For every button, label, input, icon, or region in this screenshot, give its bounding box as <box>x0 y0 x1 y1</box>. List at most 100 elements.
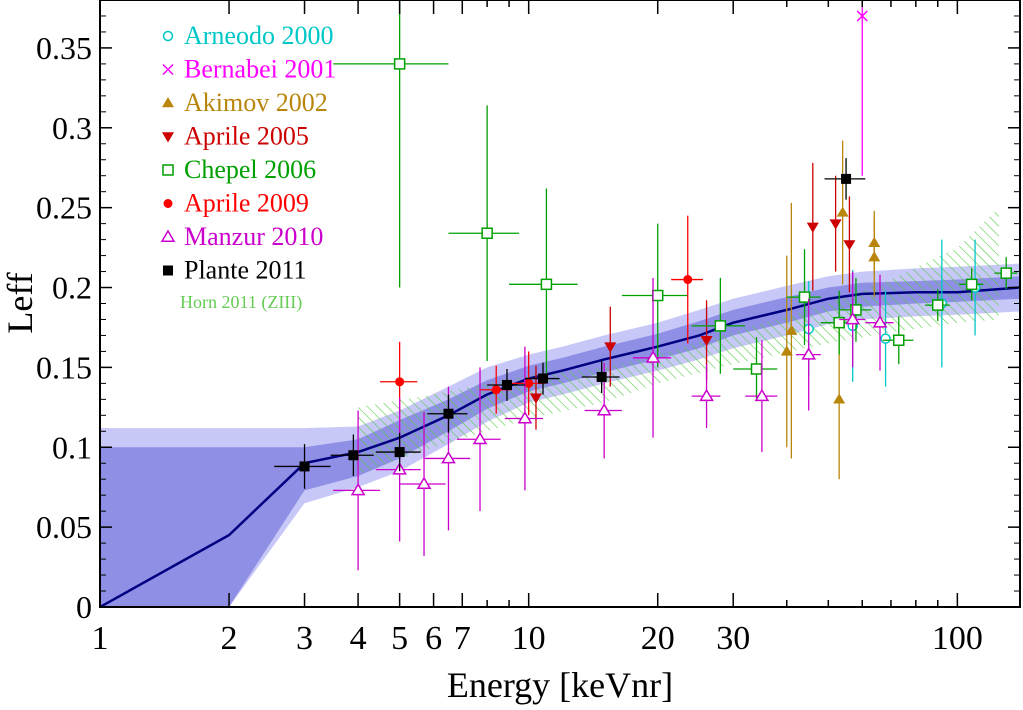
legend-label: Plante 2011 <box>184 256 307 285</box>
legend-label: Manzur 2010 <box>184 222 323 251</box>
data-point <box>348 450 359 461</box>
data-point <box>416 476 432 489</box>
data-point <box>829 219 842 230</box>
x-tick-label: 100 <box>932 620 983 657</box>
legend-item: Arneodo 2000 <box>162 21 333 50</box>
data-point <box>540 278 553 291</box>
data-point <box>880 333 891 344</box>
data-point <box>517 411 533 424</box>
legend-label: Bernabei 2001 <box>184 55 336 84</box>
x-tick-label: 2 <box>221 620 238 657</box>
data-point <box>491 385 501 395</box>
legend-item: Plante 2011 <box>163 256 307 285</box>
data-point <box>872 315 888 328</box>
legend-label: Akimov 2002 <box>184 88 328 117</box>
data-point <box>856 10 868 22</box>
legend-marker <box>162 30 174 42</box>
data-point <box>1000 267 1012 279</box>
series-aprile-2005 <box>529 162 856 430</box>
data-point <box>845 311 861 325</box>
data-point <box>524 378 534 388</box>
legend-item: Bernabei 2001 <box>162 55 336 84</box>
data-point <box>833 393 846 404</box>
y-tick-label: 0 <box>76 589 92 625</box>
data-point <box>441 450 456 464</box>
data-point <box>931 299 944 311</box>
data-point <box>868 251 881 262</box>
data-point <box>645 350 661 363</box>
data-point <box>699 388 714 402</box>
data-point <box>529 393 542 404</box>
legend-marker <box>160 229 176 242</box>
legend-marker <box>162 132 174 143</box>
x-tick-label: 10 <box>512 620 546 657</box>
legend-label: Aprile 2009 <box>184 189 309 218</box>
legend-item: Aprile 2005 <box>162 122 309 151</box>
legend-label: Aprile 2005 <box>184 122 309 151</box>
data-point <box>836 206 849 217</box>
x-tick-label: 4 <box>350 620 367 657</box>
data-point <box>299 461 310 472</box>
data-point <box>798 291 811 303</box>
series-aprile-2009 <box>380 215 703 422</box>
data-point <box>780 345 793 356</box>
y-tick-label: 0.1 <box>52 429 92 465</box>
y-tick-label: 0.25 <box>36 190 92 226</box>
data-point <box>801 347 817 360</box>
data-point <box>604 342 617 353</box>
x-tick-label: 30 <box>716 620 750 657</box>
data-point <box>596 371 607 382</box>
series-plante-2011 <box>274 158 866 489</box>
data-point <box>443 408 454 419</box>
data-point <box>833 316 845 329</box>
data-point <box>501 379 512 390</box>
data-point <box>395 377 405 387</box>
legend-marker <box>162 164 174 176</box>
legend-marker <box>162 63 174 76</box>
series-manzur-2010 <box>333 271 894 571</box>
data-point <box>714 320 727 332</box>
data-point <box>683 275 693 285</box>
data-point <box>350 482 366 496</box>
data-point <box>806 222 819 233</box>
x-tick-label: 20 <box>641 620 675 657</box>
legend-marker <box>163 199 173 208</box>
y-tick-label: 0.05 <box>36 509 92 545</box>
data-point <box>893 334 905 346</box>
legend-label: Arneodo 2000 <box>184 21 333 50</box>
data-point <box>785 324 798 335</box>
x-tick-label: 7 <box>454 620 471 657</box>
legend-item: Aprile 2009 <box>163 189 309 218</box>
x-tick-label: 3 <box>296 620 313 657</box>
legend-marker <box>163 265 173 276</box>
legend-item: Akimov 2002 <box>162 88 328 117</box>
legend-label: Horn 2011 (ZIII) <box>180 292 302 313</box>
y-tick-label: 0.3 <box>52 110 92 146</box>
data-point <box>700 336 713 347</box>
fit-band-inner <box>100 276 1020 607</box>
y-axis-label: Leff <box>0 272 40 333</box>
series-bernabei-2001 <box>856 0 868 176</box>
data-point <box>538 373 549 384</box>
x-tick-label: 5 <box>391 620 408 657</box>
data-point <box>750 363 763 375</box>
y-tick-label: 0.35 <box>36 30 92 66</box>
data-point <box>850 304 862 316</box>
legend-item: Manzur 2010 <box>160 222 323 251</box>
data-point <box>651 289 664 302</box>
x-tick-label: 6 <box>425 620 442 657</box>
data-point <box>841 173 852 184</box>
legend-marker <box>162 97 174 108</box>
data-point <box>596 403 612 416</box>
data-point <box>393 58 406 70</box>
x-axis-label: Energy [keVnr] <box>447 665 673 705</box>
legend-item: Chepel 2006 <box>162 155 316 184</box>
legend: Arneodo 2000 Bernabei 2001 Akimov 2002 Apri… <box>160 21 336 313</box>
series-chepel-2006 <box>333 0 1018 401</box>
data-point <box>754 388 770 402</box>
y-tick-label: 0.2 <box>52 270 92 306</box>
legend-label: Chepel 2006 <box>184 155 316 184</box>
x-tick-label: 1 <box>92 620 109 657</box>
data-point <box>965 278 978 291</box>
